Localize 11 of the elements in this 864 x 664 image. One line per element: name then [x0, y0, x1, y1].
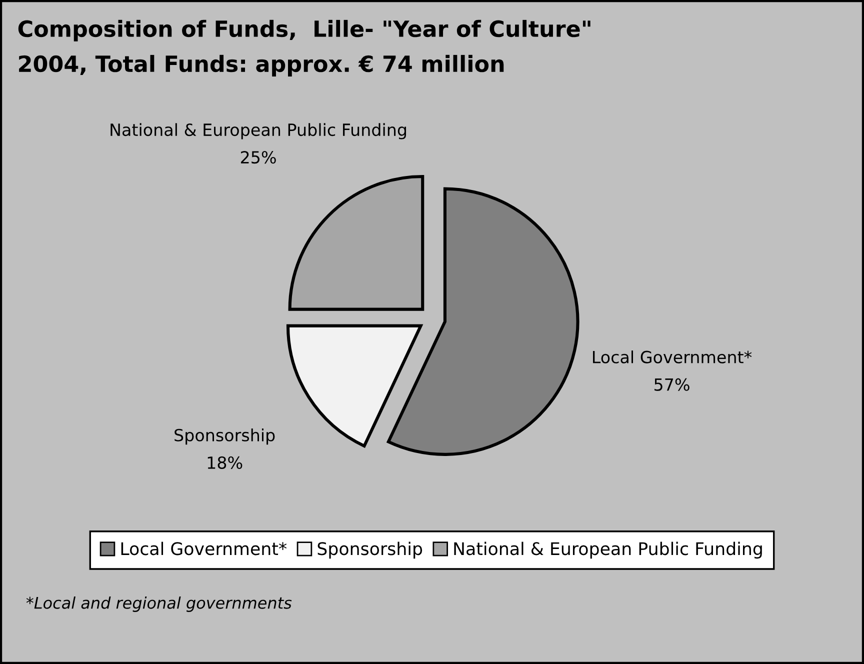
data-label: 57%: [654, 378, 690, 391]
slice-label: Local Government*: [593, 350, 752, 364]
data-label: 18%: [208, 456, 242, 469]
slice-label: Sponsorship: [174, 428, 275, 445]
chart-title: Composition of Funds, Lille- "Year of Culture" 2004, Total Funds: approx. € 74 million: [18, 20, 590, 76]
text: *Local and regional governments: [26, 596, 292, 612]
legend-label: Local Government*: [121, 542, 287, 556]
data-label: 25%: [240, 150, 276, 164]
legend-label: Sponsorship: [318, 542, 422, 559]
legend-label: National & European Public Funding: [454, 542, 762, 559]
slice-label: National & European Public Funding: [110, 123, 406, 140]
